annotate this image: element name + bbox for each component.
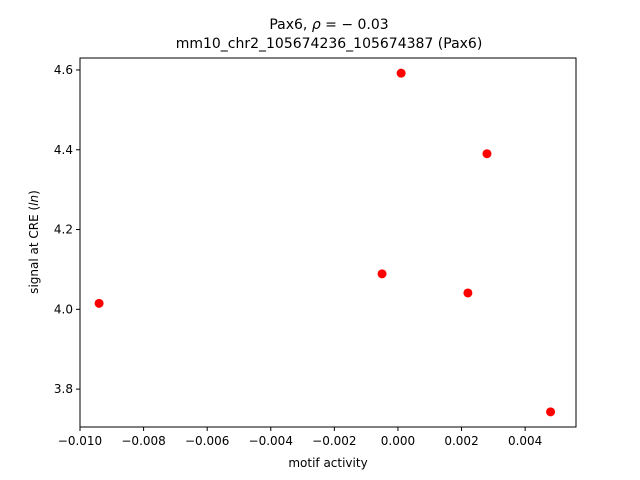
x-tick-label: −0.006 [185, 434, 229, 448]
x-axis: −0.010 −0.008 −0.006 −0.004 −0.002 0.000 0.002… [58, 427, 542, 448]
y-tick-label: 4.4 [54, 143, 73, 157]
y-tick-label: 4.0 [54, 302, 73, 316]
data-point [377, 269, 387, 279]
data-point [463, 288, 473, 298]
data-point [482, 149, 492, 159]
x-tick-label: −0.004 [249, 434, 293, 448]
y-axis: 3.8 4.0 4.2 4.4 4.6 [54, 63, 80, 396]
data-point [546, 407, 556, 417]
y-tick-label: 4.6 [54, 63, 73, 77]
x-tick-label: −0.010 [58, 434, 102, 448]
chart-title: Pax6, ρ = − 0.03 mm10_chr2_105674236_105… [176, 17, 483, 52]
x-tick-label: 0.004 [508, 434, 542, 448]
x-tick-label: −0.008 [121, 434, 165, 448]
data-point [396, 68, 406, 78]
data-point [94, 298, 104, 308]
x-axis-label: motif activity [288, 456, 367, 470]
y-axis-label: signal at CRE (ln) [27, 190, 41, 294]
chart-title-line2: mm10_chr2_105674236_105674387 (Pax6) [176, 36, 483, 52]
data-points [94, 68, 556, 417]
x-tick-label: 0.000 [381, 434, 415, 448]
x-tick-label: 0.002 [444, 434, 478, 448]
plot-area [79, 57, 577, 428]
y-tick-label: 3.8 [54, 382, 73, 396]
chart-title-line1: Pax6, ρ = − 0.03 [269, 17, 388, 33]
y-tick-label: 4.2 [54, 223, 73, 237]
x-tick-label: −0.002 [312, 434, 356, 448]
